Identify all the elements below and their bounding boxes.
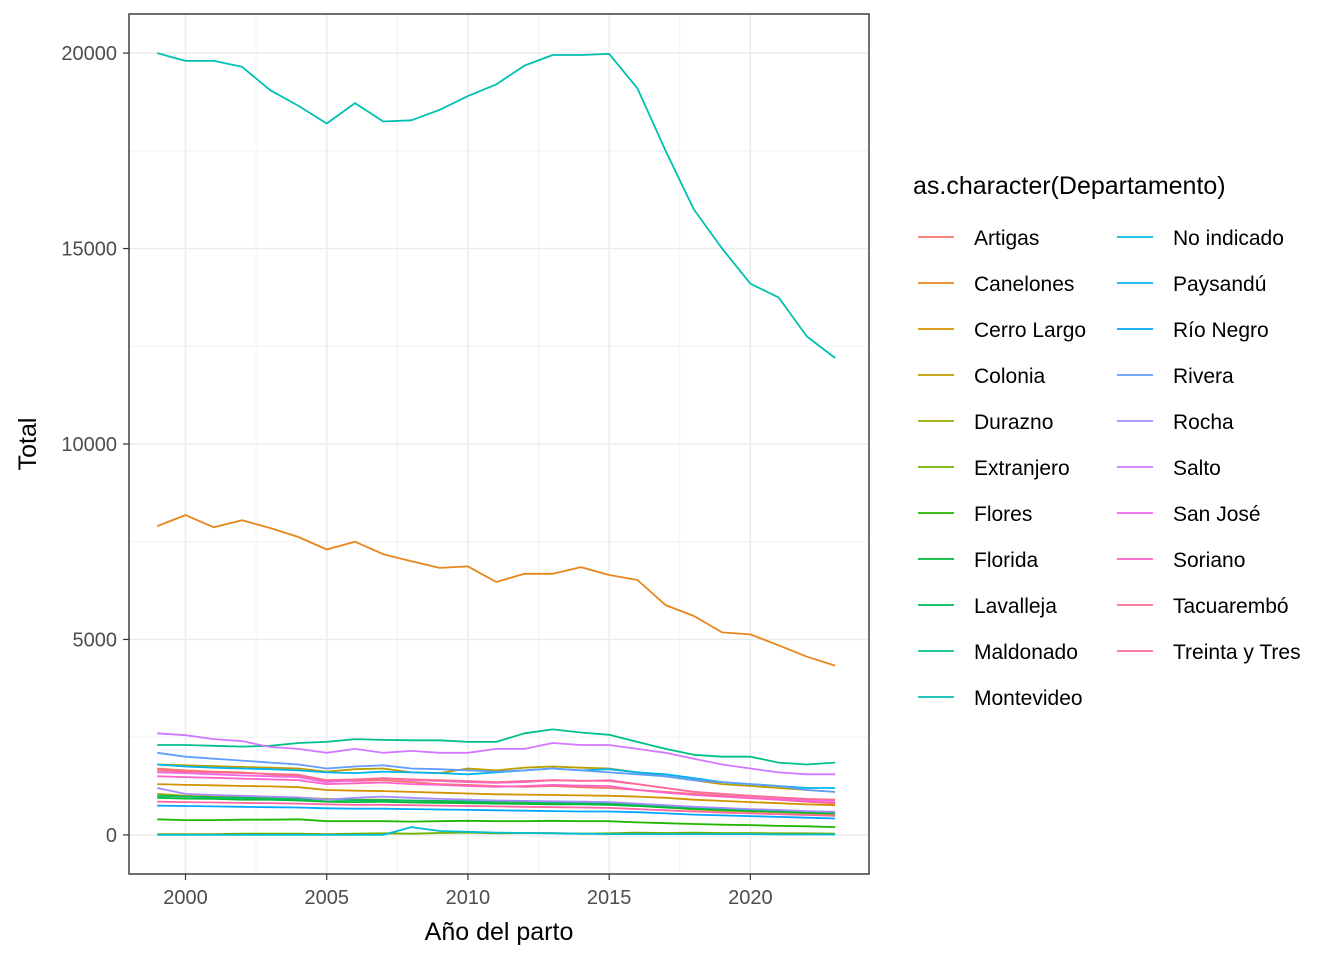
legend-label: Artigas <box>974 227 1039 250</box>
legend-label: Maldonado <box>974 641 1078 664</box>
x-tick-label: 2010 <box>446 887 491 909</box>
legend-title: as.character(Departamento) <box>913 172 1226 200</box>
legend-label: Río Negro <box>1173 319 1269 342</box>
x-axis: 2000 2005 2010 2015 2020 <box>163 874 773 909</box>
legend: Artigas Canelones Cerro Largo Colonia Durazn… <box>918 227 1301 710</box>
series-line <box>157 751 836 793</box>
x-tick-label: 2015 <box>587 887 632 909</box>
legend-label: Rocha <box>1173 411 1234 434</box>
series-line <box>157 763 836 793</box>
y-tick-label: 10000 <box>61 434 117 456</box>
legend-label: Soriano <box>1173 549 1245 572</box>
legend-label: Lavalleja <box>974 595 1057 618</box>
series-line <box>157 775 836 804</box>
series-line <box>157 787 836 813</box>
series-line <box>157 728 836 766</box>
y-axis-title: Total <box>14 418 42 471</box>
x-tick-label: 2000 <box>163 887 208 909</box>
y-tick-label: 5000 <box>73 629 118 651</box>
series-line <box>156 514 836 667</box>
x-tick-label: 2005 <box>304 887 349 909</box>
series-line <box>157 826 836 836</box>
legend-label: Treinta y Tres <box>1173 641 1301 664</box>
legend-label: Flores <box>974 503 1032 526</box>
x-tick-label: 2020 <box>728 887 773 909</box>
y-tick-label: 15000 <box>61 239 117 261</box>
series-line <box>157 783 836 807</box>
series-line <box>157 800 836 817</box>
series-line <box>157 732 836 776</box>
y-axis: 0 5000 10000 15000 20000 <box>61 43 129 847</box>
legend-label: Rivera <box>1173 365 1234 388</box>
series-line <box>157 804 836 820</box>
legend-label: Salto <box>1173 457 1221 480</box>
y-tick-label: 20000 <box>61 43 117 65</box>
legend-label: No indicado <box>1173 227 1284 250</box>
legend-label: Montevideo <box>974 687 1083 710</box>
y-tick-label: 0 <box>106 825 117 847</box>
legend-label: Canelones <box>974 273 1074 296</box>
legend-label: Colonia <box>974 365 1046 388</box>
series-line <box>157 818 836 828</box>
legend-label: San José <box>1173 503 1261 526</box>
legend-label: Paysandú <box>1173 273 1266 296</box>
legend-label: Extranjero <box>974 457 1070 480</box>
legend-label: Durazno <box>974 411 1053 434</box>
series-line <box>157 796 836 815</box>
series-line <box>156 52 836 359</box>
series-line <box>157 769 836 801</box>
grid-lines <box>129 14 869 874</box>
legend-label: Cerro Largo <box>974 319 1086 342</box>
x-axis-title: Año del parto <box>425 918 574 946</box>
legend-label: Florida <box>974 549 1039 572</box>
series-lines <box>156 52 836 836</box>
legend-label: Tacuarembó <box>1173 595 1289 618</box>
